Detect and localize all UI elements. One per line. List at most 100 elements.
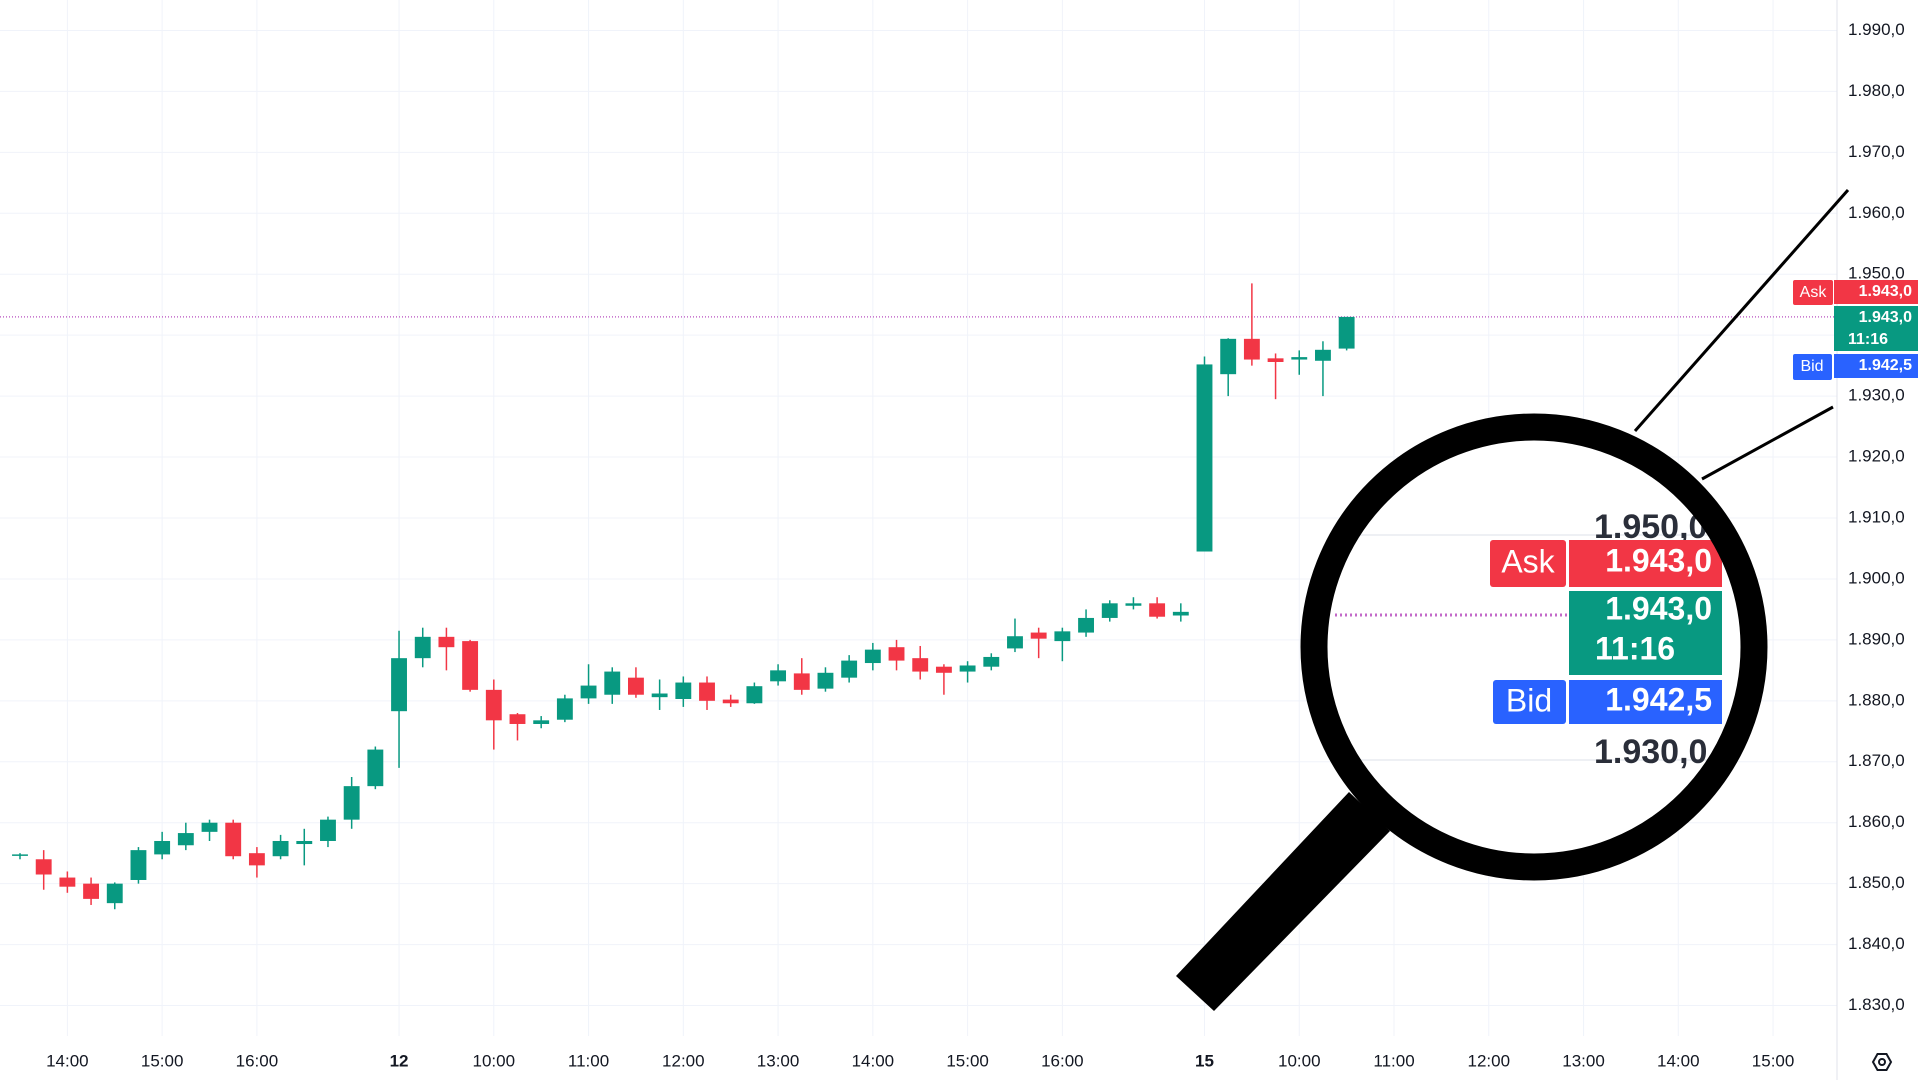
zoom-bid-price: 1.942,5 — [1605, 681, 1712, 717]
zoom-ask-tag — [1490, 540, 1566, 587]
x-tick-label: 13:00 — [1562, 1051, 1605, 1070]
x-tick-label: 15:00 — [946, 1051, 989, 1070]
y-tick-label: 1.840,0 — [1848, 934, 1905, 953]
candle-body — [1149, 603, 1166, 617]
candle-body — [367, 749, 384, 787]
candle-body — [296, 840, 313, 845]
zoom-tick: 1.950,0 — [1594, 508, 1707, 546]
candle-body — [1315, 349, 1331, 361]
candle-body — [272, 840, 289, 857]
candle-body — [485, 689, 502, 721]
candle-body — [983, 656, 1000, 667]
settings-button[interactable] — [1871, 1053, 1893, 1071]
zoom-bid-name: Bid — [1506, 682, 1552, 718]
candle-body — [12, 854, 28, 856]
y-tick-label: 1.980,0 — [1848, 81, 1905, 100]
countdown: 11:16 — [1848, 331, 1888, 348]
candle-body — [83, 883, 100, 899]
candle-body — [793, 673, 810, 690]
candle-body — [817, 672, 834, 689]
y-tick-label: 1.960,0 — [1848, 203, 1905, 222]
y-tick-label: 1.890,0 — [1848, 629, 1905, 648]
x-tick-label: 12:00 — [662, 1051, 705, 1070]
candle-body — [35, 859, 52, 875]
candle-body — [1054, 631, 1071, 642]
y-tick-label: 1.830,0 — [1848, 995, 1905, 1014]
candle-body — [1196, 364, 1213, 552]
last-price: 1.943,0 — [1859, 309, 1912, 326]
candle-body — [1078, 617, 1094, 633]
candle-body — [556, 698, 573, 720]
price-labels: Ask 1.943,0 1.943,0 11:16 Bid 1.942,5 — [1793, 280, 1918, 380]
candle-body — [699, 682, 715, 701]
x-tick-label: 14:00 — [852, 1051, 895, 1070]
candle-body — [438, 636, 455, 648]
settings-icon[interactable] — [1871, 1053, 1893, 1071]
lens-handle — [1176, 792, 1390, 1011]
candle-body — [841, 660, 858, 678]
candle-body — [912, 658, 929, 672]
candle-body — [604, 671, 621, 695]
zoom-ask-name: Ask — [1501, 543, 1555, 579]
candle-body — [201, 822, 218, 832]
candle-body — [675, 682, 692, 699]
candle-body — [59, 877, 76, 887]
candle-body — [1101, 603, 1118, 618]
y-tick-label: 1.930,0 — [1848, 386, 1905, 405]
y-tick-label: 1.990,0 — [1848, 20, 1905, 39]
zoom-bid-box — [1569, 680, 1722, 724]
candle-body — [888, 647, 905, 661]
x-tick-label: 11:00 — [568, 1051, 609, 1070]
x-tick-label: 12 — [390, 1051, 409, 1070]
candle-body — [1267, 358, 1284, 362]
candle-body — [580, 685, 597, 699]
x-tick-label: 14:00 — [1657, 1051, 1700, 1070]
candle-body — [533, 720, 550, 724]
lens-content: 1.950,0 Ask 1.943,0 1.943,0 11:16 Bid 1.… — [1326, 508, 1742, 771]
zoom-tick: 1.930,0 — [1594, 733, 1707, 771]
magnifier: 1.950,0 Ask 1.943,0 1.943,0 11:16 Bid 1.… — [1176, 189, 1850, 1011]
zoom-line — [1633, 189, 1850, 432]
candle-body — [225, 822, 242, 857]
candle-body — [106, 883, 123, 904]
candle-body — [770, 670, 787, 682]
x-tick-label: 12:00 — [1468, 1051, 1511, 1070]
candle-body — [722, 699, 739, 704]
candle-body — [248, 853, 265, 866]
candle-body — [154, 840, 171, 855]
candle-body — [1030, 632, 1047, 639]
candle-body — [414, 636, 431, 659]
candle-body — [462, 641, 479, 690]
candle-body — [651, 693, 668, 698]
axes: 1.830,0 1.840,0 1.850,0 1.860,0 1.870,0 1.880… — [46, 0, 1905, 1080]
candle-body — [864, 649, 881, 664]
zoom-countdown: 11:16 — [1595, 630, 1675, 666]
settings-icon-center — [1878, 1058, 1886, 1066]
candle-body — [1338, 316, 1355, 349]
x-tick-label: 15 — [1195, 1051, 1214, 1070]
grid — [0, 0, 1837, 1036]
candle-body — [391, 658, 407, 712]
zoom-last-box — [1569, 591, 1722, 675]
last-box — [1834, 306, 1918, 351]
x-tick-label: 15:00 — [141, 1051, 184, 1070]
bid-box — [1834, 354, 1918, 378]
ask-price: 1.943,0 — [1859, 283, 1912, 300]
ask-box — [1834, 280, 1918, 304]
x-tick-label: 16:00 — [1041, 1051, 1084, 1070]
candle-body — [1220, 338, 1237, 375]
candle-body — [130, 850, 147, 880]
zoom-bid-tag — [1493, 680, 1566, 724]
zoom-line — [1701, 405, 1834, 481]
y-tick-label: 1.920,0 — [1848, 447, 1905, 466]
ask-tag — [1793, 280, 1833, 305]
zoom-ask-box — [1569, 540, 1722, 587]
candle-body — [1007, 636, 1023, 649]
candle-body — [343, 786, 360, 820]
bid-name: Bid — [1800, 358, 1823, 375]
y-tick-label: 1.880,0 — [1848, 690, 1905, 709]
candle-body — [177, 833, 194, 846]
candle-body — [1243, 338, 1260, 360]
candle-body — [628, 677, 644, 695]
y-tick-label: 1.910,0 — [1848, 507, 1905, 526]
